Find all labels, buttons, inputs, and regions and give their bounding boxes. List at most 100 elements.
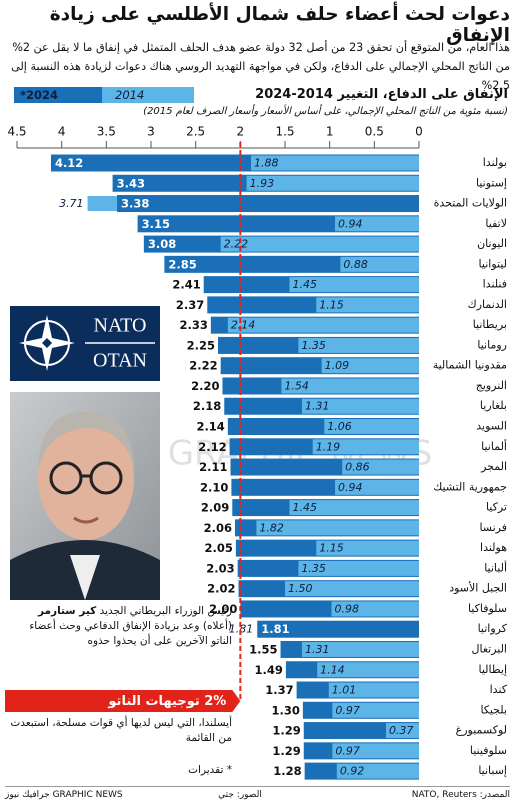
value-label-2024: 2.14: [196, 420, 224, 434]
value-label-2014: 1.09: [325, 359, 350, 372]
reference-banner: [5, 690, 241, 712]
value-label-2014: 1.14: [320, 663, 345, 676]
value-label-2024: 2.18: [193, 399, 221, 413]
category-label: النرويج: [476, 379, 507, 392]
bar-2014: [227, 317, 419, 333]
value-label-2014: 0.97: [335, 704, 360, 717]
bar-2014: [289, 277, 419, 293]
category-label: لوكسمبورغ: [456, 724, 507, 737]
value-label-2014: 1.88: [254, 157, 279, 170]
value-label-2014: 1.31: [305, 643, 330, 656]
category-label: المجر: [480, 460, 507, 473]
value-label-2014: 1.81: [229, 623, 254, 636]
value-label-2014: 1.06: [327, 420, 352, 433]
value-label-2024: 2.41: [172, 278, 200, 292]
legend-swatch: [102, 87, 194, 103]
photo: [10, 392, 160, 600]
value-label-2024: 1.29: [272, 744, 300, 758]
value-label-2014: 1.01: [332, 684, 357, 697]
category-label: ألمانيا: [481, 439, 507, 453]
x-tick-label: 3: [147, 125, 155, 139]
category-label: بريطانيا: [473, 318, 507, 331]
x-tick-label: 0.5: [365, 125, 384, 139]
value-label-2014: 1.35: [301, 339, 326, 352]
value-label-2014: 0.88: [343, 258, 368, 271]
bar-2014: [335, 479, 419, 495]
value-label-2024: 2.25: [187, 338, 215, 352]
bar-2014: [256, 520, 419, 536]
x-tick-label: 1.5: [275, 125, 294, 139]
bar-2014: [317, 662, 419, 678]
category-label: الولايات المتحدة: [434, 197, 507, 210]
value-label-2014: 0.94: [338, 481, 363, 494]
category-label: إيطاليا: [478, 663, 507, 676]
bar-2014: [336, 763, 419, 779]
category-label: ليتوانيا: [479, 257, 507, 270]
value-label-2014: 1.45: [292, 278, 317, 291]
value-label-2014: 0.94: [338, 217, 363, 230]
value-label-2024: 2.12: [198, 440, 226, 454]
title: دعوات لحث أعضاء حلف شمال الأطلسي على زيا…: [49, 4, 510, 46]
bar-2014: [332, 702, 419, 718]
legend-label: 2024*: [20, 88, 58, 102]
category-label: الدنمارك: [468, 298, 507, 311]
category-label: رومانيا: [477, 338, 507, 351]
value-label-2014: 2.14: [231, 319, 256, 332]
category-label: جمهورية التشيك: [433, 480, 507, 493]
value-label-2024: 2.03: [206, 561, 234, 575]
value-label-2014: 2.22: [224, 238, 249, 251]
category-label: الجبل الأسود: [449, 581, 507, 595]
category-label: سلوفاكيا: [468, 602, 507, 615]
nato-logo: NATO OTAN: [10, 306, 160, 381]
value-label-2014: 1.54: [284, 379, 309, 392]
bar-2024: [257, 620, 419, 638]
bar-2024: [117, 195, 419, 213]
value-label-2014: 3.71: [59, 197, 84, 210]
x-tick-label: 4: [58, 125, 66, 139]
bar-2014: [332, 743, 419, 759]
bar-2014: [285, 581, 419, 597]
value-label-2024: 2.05: [204, 541, 232, 555]
category-label: بولندا: [483, 156, 507, 169]
category-label: سلوفينيا: [470, 744, 507, 757]
value-label-2024: 1.55: [249, 642, 277, 656]
footer-photos: الصور: جتي: [218, 790, 262, 800]
footer-source: المصدر: NATO, Reuters: [411, 790, 510, 800]
bar-2014: [335, 216, 419, 232]
value-label-2014: 0.37: [389, 724, 414, 737]
value-label-2014: 1.15: [319, 298, 344, 311]
value-label-2014: 1.15: [319, 542, 344, 555]
value-label-2024: 3.43: [117, 176, 145, 190]
category-label: لاتفيا: [485, 217, 507, 230]
bar-2014: [246, 175, 419, 191]
value-label-2024: 2.02: [207, 582, 235, 596]
bar-2014: [324, 419, 419, 435]
subtitle: هذا العام، من المتوقع أن تحقق 23 من أصل …: [11, 41, 510, 92]
iceland-note: أيسلندا، التي ليس لديها أي قوات مسلحة، ا…: [10, 717, 232, 744]
value-label-2014: 1.35: [301, 562, 326, 575]
x-tick-label: 2.5: [186, 125, 205, 139]
caption-text: رئيس الوزراء البريطاني الجديد: [99, 605, 232, 617]
value-label-2014: 1.50: [288, 582, 313, 595]
value-label-2024: 1.37: [265, 683, 293, 697]
value-label-2024: 4.12: [55, 156, 83, 170]
category-label: هولندا: [480, 541, 507, 554]
category-label: السويد: [476, 420, 507, 433]
value-label-2024: 3.38: [121, 197, 149, 211]
value-label-2014: 1.45: [292, 501, 317, 514]
legend-label: 2014: [115, 88, 144, 102]
value-label-2024: 2.06: [204, 521, 232, 535]
category-label: كرواتيا: [478, 622, 508, 635]
caption-text: (أعلاه) وعد بزيادة الإنفاق الدفاعي وحث أ…: [29, 620, 232, 647]
value-label-2014: 1.19: [316, 440, 341, 453]
bar-2014: [340, 256, 419, 272]
value-label-2014: 0.86: [345, 461, 370, 474]
value-label-2024: 3.08: [148, 237, 176, 251]
x-tick-label: 3.5: [97, 125, 116, 139]
bar-2014: [289, 500, 419, 516]
bar-2014: [281, 378, 419, 394]
category-label: إستونيا: [476, 176, 507, 189]
x-tick-label: 1: [326, 125, 334, 139]
